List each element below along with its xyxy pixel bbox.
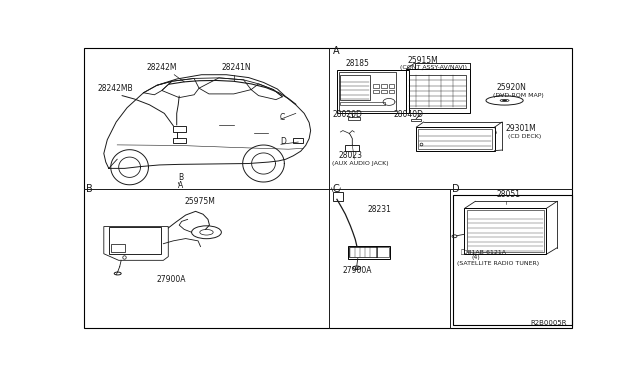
Bar <box>333 192 343 201</box>
Text: 27900A: 27900A <box>343 266 372 275</box>
Bar <box>376 247 388 257</box>
Text: 28242M: 28242M <box>147 63 177 72</box>
Bar <box>372 90 379 93</box>
Bar <box>467 211 544 252</box>
Bar <box>340 102 385 105</box>
Text: 28020D: 28020D <box>333 110 363 119</box>
Text: 25920N: 25920N <box>497 83 527 92</box>
Bar <box>173 138 186 144</box>
Text: (AUX AUDIO JACK): (AUX AUDIO JACK) <box>332 160 388 166</box>
Bar <box>454 195 572 326</box>
Bar <box>388 90 394 93</box>
Bar <box>409 75 467 108</box>
Bar <box>293 138 303 144</box>
Bar <box>372 84 379 88</box>
Bar <box>406 69 470 113</box>
Text: B: B <box>178 173 183 182</box>
Bar <box>465 208 547 254</box>
Text: (DVD-ROM MAP): (DVD-ROM MAP) <box>493 93 544 97</box>
Text: (4): (4) <box>472 255 481 260</box>
Text: R2B0005R: R2B0005R <box>531 320 567 326</box>
Bar <box>419 129 492 149</box>
Bar <box>337 70 409 113</box>
Bar <box>415 63 470 69</box>
Bar <box>339 72 396 111</box>
Bar <box>111 244 125 252</box>
Bar <box>416 127 495 151</box>
Bar <box>349 247 376 257</box>
Bar <box>348 246 390 259</box>
Text: (CD DECK): (CD DECK) <box>508 134 541 139</box>
Bar <box>109 227 161 254</box>
Bar <box>348 117 360 120</box>
Text: B: B <box>86 184 93 193</box>
Text: D: D <box>452 184 460 193</box>
Text: 28231: 28231 <box>367 205 392 214</box>
Bar <box>412 119 421 121</box>
Ellipse shape <box>502 100 507 101</box>
Text: 28051: 28051 <box>497 190 521 199</box>
Text: (CONT ASSY-AV/NAVI): (CONT ASSY-AV/NAVI) <box>400 65 467 70</box>
Text: 25915M: 25915M <box>408 56 438 65</box>
Text: 28023: 28023 <box>339 151 363 160</box>
Bar <box>346 145 359 151</box>
Text: 28185: 28185 <box>346 58 370 68</box>
Text: 28040D: 28040D <box>394 110 424 119</box>
Text: D: D <box>280 137 286 146</box>
Bar <box>340 75 370 100</box>
Text: 28242MB: 28242MB <box>97 84 133 93</box>
Text: Ⓑ081AB-6121A: Ⓑ081AB-6121A <box>461 250 507 255</box>
Text: C: C <box>280 113 285 122</box>
Bar <box>388 84 394 88</box>
Text: C: C <box>333 184 340 193</box>
Text: (SATELLITE RADIO TUNER): (SATELLITE RADIO TUNER) <box>457 261 539 266</box>
Text: 25975M: 25975M <box>184 197 215 206</box>
Bar <box>381 90 387 93</box>
Text: A: A <box>178 180 184 190</box>
Text: A: A <box>333 46 340 56</box>
Bar <box>381 84 387 88</box>
Text: 27900A: 27900A <box>157 275 186 284</box>
Bar <box>173 126 186 132</box>
Text: 28241N: 28241N <box>221 63 251 72</box>
Text: 29301M: 29301M <box>506 125 536 134</box>
